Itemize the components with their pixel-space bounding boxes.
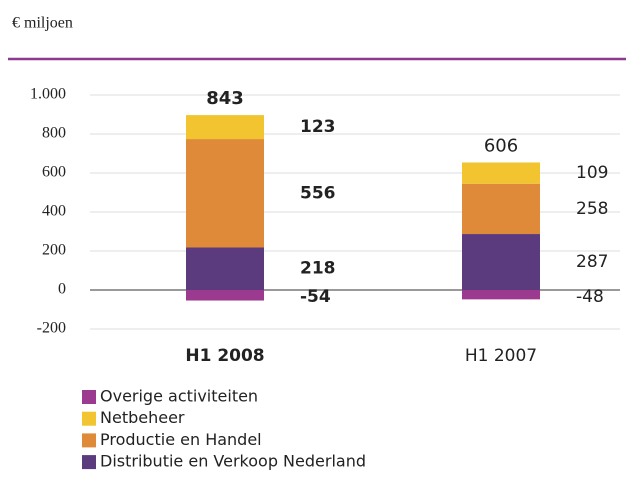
value-label: 123: [300, 117, 336, 137]
bar-segment: [186, 290, 264, 301]
value-label: 556: [300, 183, 336, 203]
value-label: 287: [576, 252, 608, 272]
bar-segment: [186, 115, 264, 140]
unit-label: € miljoen: [12, 15, 73, 32]
total-label: 606: [484, 135, 518, 156]
y-tick-label: -200: [37, 320, 66, 337]
x-tick-label: H1 2007: [465, 346, 537, 366]
value-label: 218: [300, 259, 336, 279]
y-tick-label: 200: [42, 242, 66, 259]
y-tick-label: 400: [42, 203, 66, 220]
bar-segment: [462, 162, 540, 184]
legend-swatch: [82, 390, 96, 404]
value-label: -48: [576, 287, 604, 307]
y-tick-label: 1.000: [30, 86, 66, 103]
legend-label: Overige activiteiten: [100, 387, 258, 406]
y-tick-label: 800: [42, 125, 66, 142]
bar-segment: [186, 139, 264, 248]
x-tick-label: H1 2008: [185, 346, 264, 366]
bar-segment: [462, 183, 540, 235]
total-label: 843: [206, 88, 244, 109]
legend-swatch: [82, 433, 96, 448]
legend-label: Netbeheer: [100, 408, 185, 427]
value-label: -54: [300, 287, 331, 307]
legend-label: Distributie en Verkoop Nederland: [100, 452, 366, 471]
bar-segment: [186, 247, 264, 290]
y-tick-label: 0: [58, 281, 66, 298]
bar-segment: [462, 234, 540, 290]
legend-label: Productie en Handel: [100, 430, 262, 449]
legend-swatch: [82, 411, 96, 426]
value-label: 109: [576, 163, 608, 183]
y-tick-label: 600: [42, 164, 66, 181]
value-label: 258: [576, 199, 608, 219]
bar-segment: [462, 290, 540, 300]
legend-swatch: [82, 455, 96, 470]
